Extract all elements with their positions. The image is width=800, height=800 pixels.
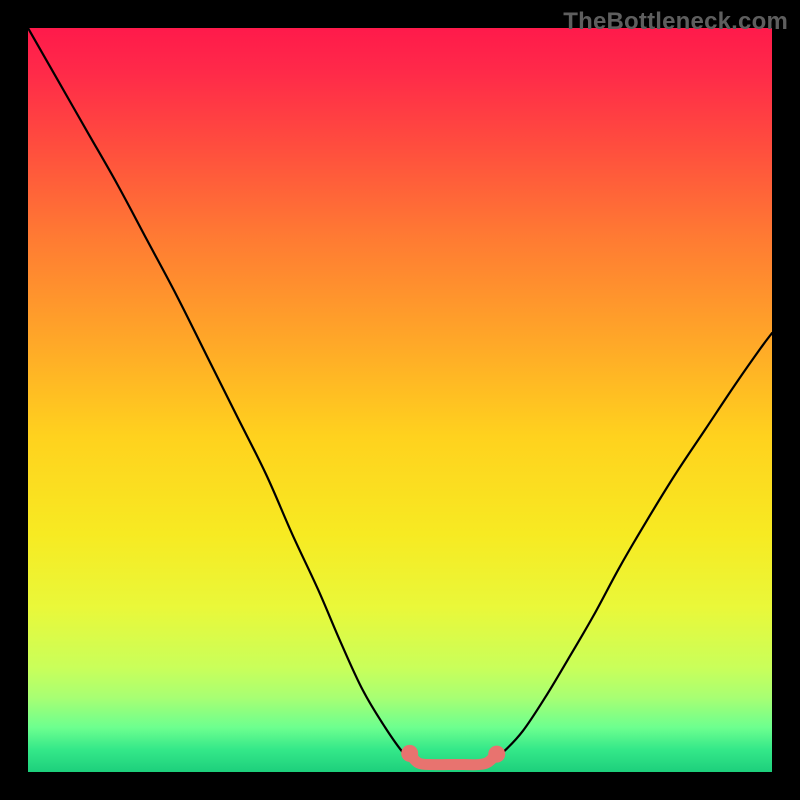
bottleneck-chart: [0, 0, 800, 800]
gradient-background: [28, 28, 772, 772]
overlay-start-marker: [401, 745, 418, 762]
watermark-text: TheBottleneck.com: [563, 8, 788, 36]
overlay-end-marker: [488, 746, 505, 763]
chart-canvas: TheBottleneck.com: [0, 0, 800, 800]
